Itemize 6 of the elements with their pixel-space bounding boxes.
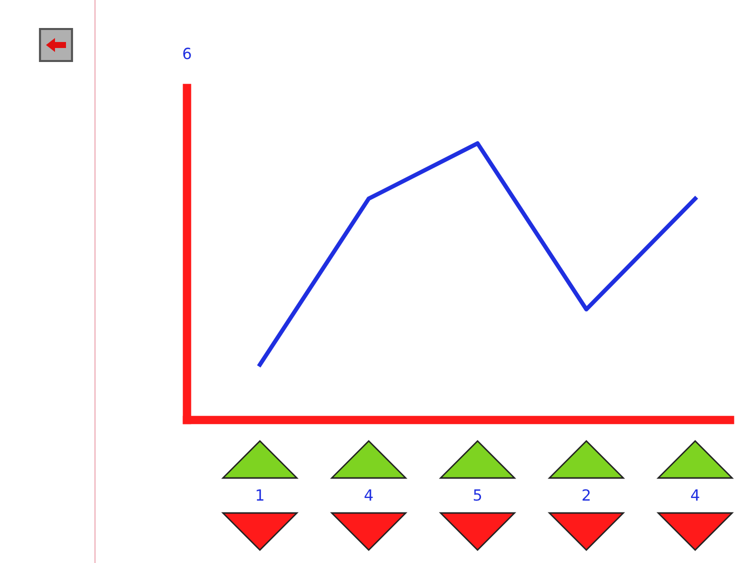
data-label: 4 (691, 489, 700, 501)
data-label: 5 (474, 489, 482, 501)
data-label: 2 (582, 489, 590, 501)
data-label: 4 (364, 489, 373, 501)
text: 6 (183, 48, 191, 60)
data-label: 1 (256, 489, 264, 501)
